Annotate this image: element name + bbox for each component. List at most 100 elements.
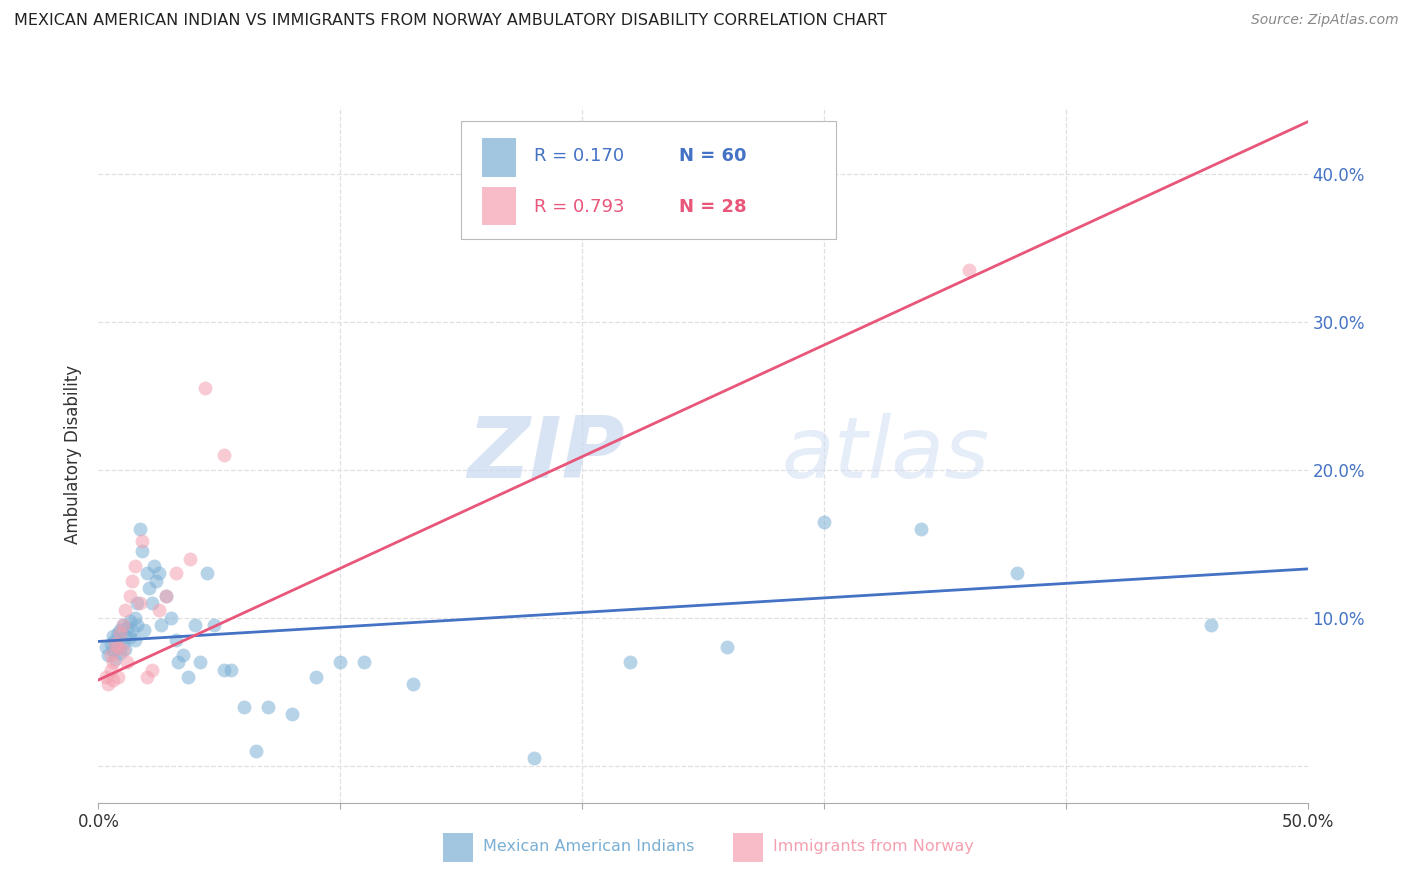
Point xyxy=(101,628,124,642)
Point xyxy=(145,574,167,588)
Point xyxy=(194,381,217,395)
Point xyxy=(127,618,149,632)
Point xyxy=(221,663,243,677)
Bar xyxy=(482,138,516,177)
FancyBboxPatch shape xyxy=(461,121,837,239)
Text: R = 0.793: R = 0.793 xyxy=(534,197,624,216)
Point xyxy=(135,566,157,581)
Point xyxy=(107,640,129,655)
Point xyxy=(148,566,170,581)
Bar xyxy=(734,833,763,862)
Point xyxy=(204,618,226,632)
Point xyxy=(179,551,201,566)
Point xyxy=(141,663,163,677)
Point xyxy=(118,630,141,644)
Bar xyxy=(443,833,474,862)
Bar xyxy=(482,187,516,226)
Text: N = 60: N = 60 xyxy=(679,147,747,165)
Point xyxy=(124,632,146,647)
Text: R = 0.170: R = 0.170 xyxy=(534,147,624,165)
Point xyxy=(107,625,129,640)
Point xyxy=(305,670,328,684)
Point xyxy=(121,574,143,588)
Point xyxy=(101,643,124,657)
Point xyxy=(1007,566,1029,581)
Point xyxy=(101,655,124,669)
Point xyxy=(402,677,425,691)
Point xyxy=(212,663,235,677)
Point xyxy=(256,699,278,714)
Point xyxy=(127,596,149,610)
Point xyxy=(619,655,641,669)
Text: Source: ZipAtlas.com: Source: ZipAtlas.com xyxy=(1251,13,1399,28)
Point xyxy=(1199,618,1222,632)
Point xyxy=(165,566,187,581)
Point xyxy=(188,655,211,669)
Point xyxy=(813,515,835,529)
Point xyxy=(100,637,122,651)
Point xyxy=(957,263,980,277)
Point xyxy=(124,558,146,573)
Point xyxy=(114,641,136,656)
Text: atlas: atlas xyxy=(782,413,990,497)
Point xyxy=(134,623,156,637)
Point xyxy=(155,589,177,603)
Point xyxy=(108,646,131,660)
Point xyxy=(114,628,136,642)
Point xyxy=(124,611,146,625)
Point xyxy=(143,558,166,573)
Point xyxy=(111,618,134,632)
Point xyxy=(117,655,139,669)
Point xyxy=(100,648,122,662)
Point xyxy=(138,581,160,595)
Point xyxy=(184,618,207,632)
Point xyxy=(97,648,120,662)
Point xyxy=(281,706,304,721)
Point xyxy=(910,522,932,536)
Point xyxy=(523,751,546,765)
Point xyxy=(118,614,141,628)
Point xyxy=(100,663,122,677)
Point xyxy=(111,618,134,632)
Point xyxy=(104,652,127,666)
Point xyxy=(150,618,173,632)
Point xyxy=(131,544,153,558)
Y-axis label: Ambulatory Disability: Ambulatory Disability xyxy=(65,366,83,544)
Point xyxy=(111,636,134,650)
Text: N = 28: N = 28 xyxy=(679,197,747,216)
Point xyxy=(245,744,267,758)
Point xyxy=(148,603,170,617)
Point xyxy=(131,533,153,548)
Point xyxy=(108,623,131,637)
Point xyxy=(104,637,127,651)
Text: MEXICAN AMERICAN INDIAN VS IMMIGRANTS FROM NORWAY AMBULATORY DISABILITY CORRELAT: MEXICAN AMERICAN INDIAN VS IMMIGRANTS FR… xyxy=(14,13,887,29)
Point xyxy=(97,677,120,691)
Text: Immigrants from Norway: Immigrants from Norway xyxy=(773,839,974,855)
Point xyxy=(121,623,143,637)
Point xyxy=(94,640,117,655)
Point xyxy=(232,699,254,714)
Point xyxy=(111,643,134,657)
Point xyxy=(195,566,218,581)
Point xyxy=(141,596,163,610)
Point xyxy=(118,589,141,603)
Text: Mexican American Indians: Mexican American Indians xyxy=(482,839,695,855)
Point xyxy=(128,522,150,536)
Point xyxy=(135,670,157,684)
Point xyxy=(155,589,177,603)
Point xyxy=(107,640,129,655)
Point xyxy=(165,632,187,647)
Point xyxy=(353,655,375,669)
Point xyxy=(160,611,183,625)
Point xyxy=(128,596,150,610)
Point xyxy=(212,448,235,462)
Text: ZIP: ZIP xyxy=(467,413,624,497)
Point xyxy=(101,673,124,687)
Point xyxy=(114,603,136,617)
Point xyxy=(167,655,190,669)
Point xyxy=(329,655,352,669)
Point xyxy=(177,670,200,684)
Point xyxy=(107,670,129,684)
Point xyxy=(172,648,194,662)
Point xyxy=(94,670,117,684)
